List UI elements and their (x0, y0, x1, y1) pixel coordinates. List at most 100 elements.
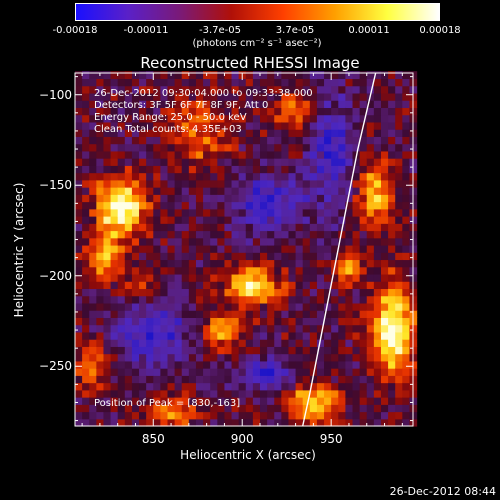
heatmap-cell (174, 288, 183, 297)
heatmap-cell (238, 129, 247, 137)
heatmap-cell (388, 281, 396, 290)
heatmap-cell (167, 288, 176, 297)
heatmap-cell (366, 302, 375, 311)
heatmap-cell (153, 230, 161, 239)
heatmap-cell (146, 71, 154, 80)
heatmap-cell (231, 295, 240, 304)
heatmap-cell (124, 389, 133, 398)
heatmap-cell (181, 317, 190, 326)
heatmap-cell (195, 368, 204, 376)
heatmap-cell (96, 107, 105, 116)
heatmap-cell (224, 397, 233, 405)
heatmap-cell (288, 187, 297, 195)
heatmap-cell (238, 208, 247, 217)
heatmap-cell (153, 150, 161, 159)
heatmap-cell (252, 411, 261, 420)
heatmap-cell (245, 78, 254, 87)
heatmap-cell (75, 107, 83, 116)
heatmap-cell (124, 411, 133, 420)
colorbar-tick-label: -0.00018 (52, 25, 98, 36)
heatmap-cell (267, 201, 275, 210)
heatmap-cell (153, 404, 161, 413)
heatmap-cell (281, 281, 290, 290)
heatmap-cell (238, 368, 247, 376)
heatmap-cell (96, 259, 105, 268)
heatmap-cell (110, 129, 119, 137)
heatmap-cell (288, 201, 297, 210)
heatmap-cell (160, 339, 169, 347)
heatmap-cell (295, 78, 304, 87)
heatmap-cell (103, 353, 112, 362)
heatmap-cell (167, 100, 176, 108)
heatmap-cell (167, 353, 176, 362)
heatmap-cell (316, 273, 325, 282)
heatmap-cell (395, 158, 403, 166)
heatmap-cell (188, 360, 197, 369)
heatmap-cell (167, 121, 176, 130)
heatmap-cell (231, 360, 240, 369)
heatmap-cell (352, 114, 361, 123)
heatmap-cell (89, 92, 97, 101)
heatmap-cell (89, 208, 97, 217)
heatmap-cell (117, 187, 126, 195)
heatmap-cell (324, 208, 332, 217)
heatmap-cell (309, 237, 318, 246)
heatmap-cell (380, 368, 389, 376)
heatmap-cell (75, 100, 83, 108)
heatmap-cell (89, 418, 97, 427)
heatmap-cell (281, 187, 290, 195)
heatmap-cell (395, 78, 403, 87)
heatmap-cell (160, 244, 169, 253)
heatmap-cell (281, 121, 290, 130)
heatmap-cell (288, 244, 297, 253)
heatmap-cell (267, 71, 275, 80)
heatmap-cell (139, 158, 147, 166)
heatmap-cell (110, 360, 119, 369)
heatmap-cell (124, 194, 133, 203)
heatmap-cell (174, 165, 183, 174)
heatmap-cell (146, 150, 154, 159)
heatmap-cell (267, 230, 275, 239)
heatmap-cell (359, 389, 368, 398)
heatmap-cell (388, 353, 396, 362)
heatmap-cell (252, 295, 261, 304)
heatmap-cell (302, 150, 311, 159)
heatmap-cell (388, 121, 396, 130)
heatmap-cell (167, 331, 176, 340)
heatmap-cell (167, 324, 176, 333)
heatmap-cell (352, 310, 361, 318)
heatmap-cell (309, 273, 318, 282)
heatmap-cell (160, 114, 169, 123)
heatmap-cell (103, 244, 112, 253)
heatmap-cell (96, 187, 105, 195)
heatmap-cell (160, 100, 169, 108)
heatmap-cell (402, 114, 411, 123)
heatmap-cell (146, 244, 154, 253)
heatmap-cell (373, 114, 382, 123)
heatmap-cell (309, 397, 318, 405)
heatmap-cell (82, 194, 90, 203)
heatmap-cell (82, 259, 90, 268)
heatmap-cell (124, 418, 133, 427)
heatmap-cell (373, 78, 382, 87)
heatmap-cell (316, 411, 325, 420)
heatmap-cell (203, 179, 211, 188)
heatmap-cell (352, 201, 361, 210)
heatmap-cell (238, 121, 247, 130)
heatmap-cell (139, 121, 147, 130)
heatmap-cell (324, 411, 332, 420)
heatmap-cell (124, 129, 133, 137)
heatmap-cell (352, 216, 361, 224)
heatmap-cell (203, 295, 211, 304)
heatmap-cell (181, 114, 190, 123)
heatmap-cell (82, 237, 90, 246)
heatmap-cell (139, 302, 147, 311)
heatmap-cell (153, 397, 161, 405)
heatmap-cell (252, 252, 261, 261)
heatmap-cell (316, 317, 325, 326)
heatmap-cell (174, 382, 183, 391)
heatmap-cell (160, 107, 169, 116)
heatmap-cell (345, 100, 354, 108)
heatmap-cell (117, 165, 126, 174)
heatmap-cell (260, 266, 268, 275)
